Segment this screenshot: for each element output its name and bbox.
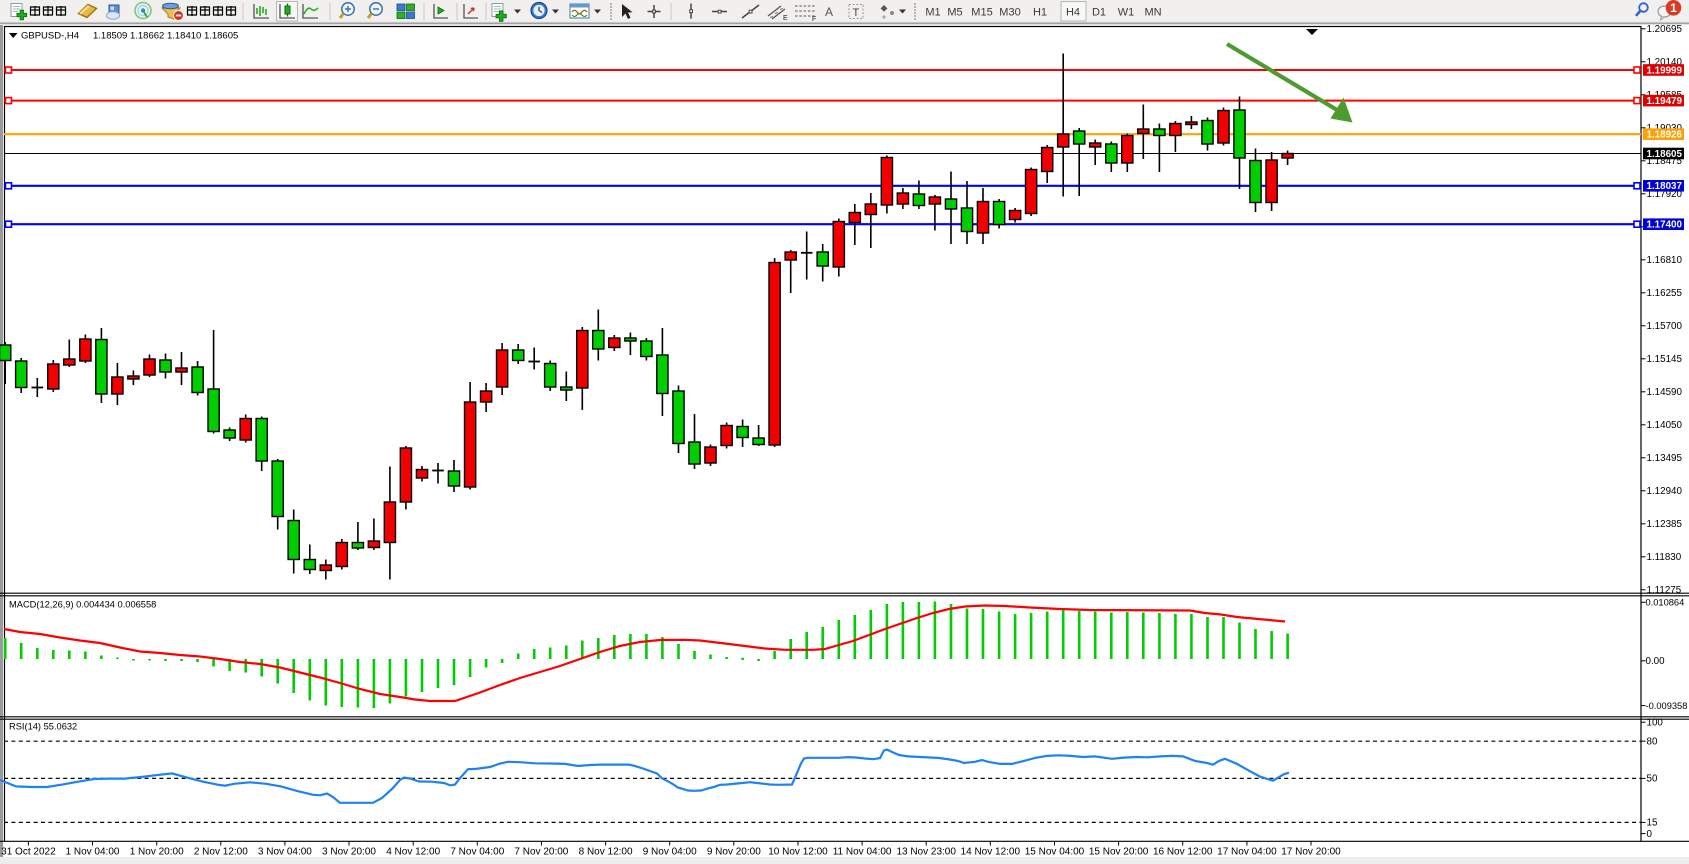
svg-text:1.15145: 1.15145 bbox=[1647, 354, 1683, 365]
svg-text:1.18037: 1.18037 bbox=[1647, 181, 1683, 192]
svg-text:1.16255: 1.16255 bbox=[1647, 288, 1683, 299]
svg-text:RSI(14) 55.0632: RSI(14) 55.0632 bbox=[9, 722, 77, 732]
svg-text:MACD(12,26,9) 0.004434 0.00655: MACD(12,26,9) 0.004434 0.006558 bbox=[9, 600, 156, 610]
svg-text:1.18475: 1.18475 bbox=[1647, 156, 1683, 167]
svg-text:1.16810: 1.16810 bbox=[1647, 255, 1683, 266]
svg-text:100: 100 bbox=[1647, 717, 1664, 728]
svg-text:15 Nov 04:00: 15 Nov 04:00 bbox=[1025, 847, 1085, 858]
svg-text:M1: M1 bbox=[925, 7, 940, 19]
svg-text:M15: M15 bbox=[971, 7, 992, 19]
svg-text:1.14050: 1.14050 bbox=[1647, 420, 1683, 431]
svg-text:F: F bbox=[812, 16, 816, 23]
svg-text:2 Nov 12:00: 2 Nov 12:00 bbox=[194, 847, 248, 858]
svg-text:1.13495: 1.13495 bbox=[1647, 453, 1683, 464]
svg-text:1 Nov 04:00: 1 Nov 04:00 bbox=[66, 847, 120, 858]
svg-text:1.15700: 1.15700 bbox=[1647, 321, 1683, 332]
svg-text:1.12940: 1.12940 bbox=[1647, 486, 1683, 497]
svg-text:17 Nov 04:00: 17 Nov 04:00 bbox=[1217, 847, 1277, 858]
svg-text:-0.009358: -0.009358 bbox=[1646, 701, 1688, 711]
svg-text:1.17920: 1.17920 bbox=[1647, 189, 1683, 200]
svg-text:17 Nov 20:00: 17 Nov 20:00 bbox=[1281, 847, 1341, 858]
svg-text:9 Nov 20:00: 9 Nov 20:00 bbox=[707, 847, 761, 858]
svg-text:1.17400: 1.17400 bbox=[1647, 220, 1683, 231]
svg-text:W1: W1 bbox=[1118, 7, 1135, 19]
svg-text:1.19999: 1.19999 bbox=[1647, 65, 1683, 76]
svg-text:1.14590: 1.14590 bbox=[1647, 387, 1683, 398]
svg-text:9 Nov 04:00: 9 Nov 04:00 bbox=[643, 847, 697, 858]
svg-text:13 Nov 23:00: 13 Nov 23:00 bbox=[896, 847, 956, 858]
svg-text:3 Nov 20:00: 3 Nov 20:00 bbox=[322, 847, 376, 858]
svg-text:0.00: 0.00 bbox=[1646, 656, 1666, 667]
svg-text:14 Nov 12:00: 14 Nov 12:00 bbox=[961, 847, 1021, 858]
svg-text:D1: D1 bbox=[1092, 7, 1106, 19]
svg-text:H1: H1 bbox=[1033, 7, 1047, 19]
svg-text:8 Nov 12:00: 8 Nov 12:00 bbox=[579, 847, 633, 858]
svg-text:M30: M30 bbox=[999, 7, 1020, 19]
svg-text:GBPUSD-,H4: GBPUSD-,H4 bbox=[21, 31, 79, 42]
svg-text:MN: MN bbox=[1144, 7, 1161, 19]
svg-text:1.18509 1.18662 1.18410 1.1860: 1.18509 1.18662 1.18410 1.18605 bbox=[93, 31, 238, 42]
svg-text:10 Nov 12:00: 10 Nov 12:00 bbox=[768, 847, 828, 858]
svg-text:7 Nov 04:00: 7 Nov 04:00 bbox=[450, 847, 504, 858]
svg-text:1 Nov 20:00: 1 Nov 20:00 bbox=[130, 847, 184, 858]
svg-text:4 Nov 12:00: 4 Nov 12:00 bbox=[386, 847, 440, 858]
svg-text:11 Nov 04:00: 11 Nov 04:00 bbox=[833, 847, 892, 858]
svg-text:31 Oct 2022: 31 Oct 2022 bbox=[1, 847, 56, 858]
svg-text:1.19479: 1.19479 bbox=[1647, 96, 1683, 107]
svg-text:15 Nov 20:00: 15 Nov 20:00 bbox=[1089, 847, 1149, 858]
svg-text:3 Nov 04:00: 3 Nov 04:00 bbox=[258, 847, 312, 858]
svg-text:16 Nov 12:00: 16 Nov 12:00 bbox=[1153, 847, 1213, 858]
svg-text:E: E bbox=[783, 15, 788, 22]
svg-text:7 Nov 20:00: 7 Nov 20:00 bbox=[514, 847, 568, 858]
svg-text:T: T bbox=[853, 7, 860, 19]
svg-text:0: 0 bbox=[1647, 829, 1653, 840]
svg-text:1.11275: 1.11275 bbox=[1647, 585, 1682, 596]
svg-text:1.20140: 1.20140 bbox=[1647, 57, 1683, 68]
svg-text:1.18605: 1.18605 bbox=[1647, 149, 1683, 160]
svg-text:80: 80 bbox=[1647, 736, 1658, 747]
svg-text:15: 15 bbox=[1647, 818, 1658, 829]
svg-text:0.010864: 0.010864 bbox=[1646, 598, 1685, 608]
svg-text:H4: H4 bbox=[1066, 7, 1080, 19]
svg-text:1.12385: 1.12385 bbox=[1647, 519, 1683, 530]
svg-text:50: 50 bbox=[1647, 774, 1658, 785]
svg-text:1.18926: 1.18926 bbox=[1647, 130, 1683, 141]
svg-text:M5: M5 bbox=[947, 7, 962, 19]
svg-text:A: A bbox=[825, 5, 833, 19]
svg-text:1: 1 bbox=[1670, 1, 1677, 15]
svg-text:1.11830: 1.11830 bbox=[1647, 552, 1682, 563]
svg-text:1.20695: 1.20695 bbox=[1647, 24, 1683, 35]
